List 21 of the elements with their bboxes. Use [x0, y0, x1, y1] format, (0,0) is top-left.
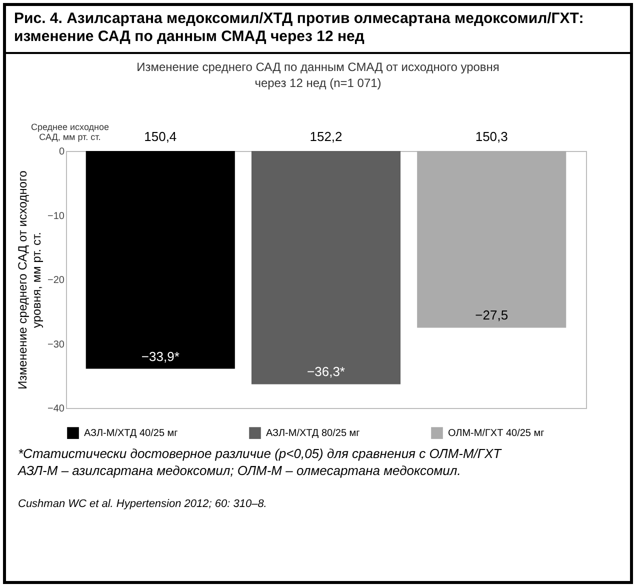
y-tick-label: −20 — [48, 275, 65, 286]
text: 152,2 — [310, 129, 342, 144]
text: 150,4 — [144, 129, 177, 144]
y-tick-label: −40 — [48, 404, 65, 415]
y-tick-label: 0 — [58, 146, 65, 158]
data-label: −36,3* — [307, 364, 345, 380]
chart-subtitle: Изменение среднего САД по данным СМАД от исходного уровня через 12 нед (n=1 071) — [136, 60, 500, 92]
y-axis-title: Изменение среднего САД от исходного уровня, мм рт. ст. — [16, 170, 44, 390]
data-label: −27,5 — [475, 308, 508, 323]
text: *Статистически достоверное различие (p<0,05) для сравнения с ОЛМ-М/ГХТ — [18, 446, 503, 462]
legend-label: АЗЛ-М/ХТД 40/25 мг — [84, 428, 178, 440]
y-tick-label: −30 — [48, 339, 65, 350]
text: Среднее исходное САД, мм рт. ст. — [30, 122, 110, 142]
legend-label: АЗЛ-М/ХТД 80/25 мг — [266, 428, 360, 440]
legend-label: ОЛМ-М/ГХТ 40/25 мг — [448, 428, 545, 440]
chart-title: Рис. 4. Азилсартана медоксомил/ХТД против олмесартана медоксомил/ГХТ: изменение САД по данным СМАД через 12 нед — [6, 6, 630, 54]
y-tick-label: −10 — [48, 210, 65, 222]
data-label: −33,9* — [141, 348, 180, 364]
text: Cushman WC et al. Hypertension 2012; 60: 310–8. — [18, 498, 268, 510]
text: АЗЛ-М – азилсартана медоксомил; ОЛМ-М – олмесартана медоксомил. — [18, 463, 462, 478]
text: 150,3 — [475, 129, 508, 144]
